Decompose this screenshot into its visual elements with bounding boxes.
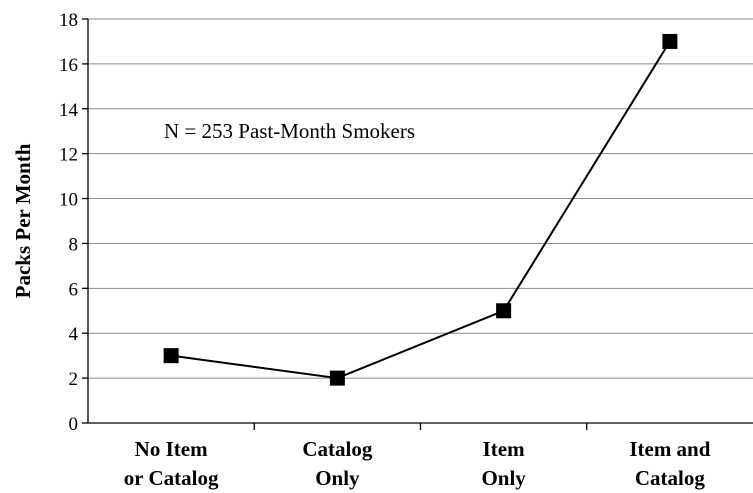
x-category-label: No Item [135,437,208,461]
y-tick-label: 10 [59,190,78,211]
sample-size-annotation: N = 253 Past-Month Smokers [164,119,415,143]
gridlines [88,18,753,379]
y-axis-title: Packs Per Month [11,143,35,298]
data-point-marker [329,370,345,386]
series-packs-per-month [163,33,678,386]
x-category-label: Catalog [635,466,705,490]
x-category-label: Item [483,437,525,461]
x-category-label: Item and [629,437,710,461]
y-tick-label: 18 [59,10,78,31]
series-line [170,40,671,380]
data-point-marker [662,33,678,49]
x-axis-ticks [253,423,588,430]
x-category-label: or Catalog [124,466,219,490]
y-tick-label: 0 [69,414,79,435]
x-category-label: Catalog [302,437,372,461]
x-category-label: Only [481,466,526,490]
y-tick-label: 8 [69,234,79,255]
data-point-marker [496,303,512,319]
y-tick-label: 2 [69,369,79,390]
x-axis-category-labels: No Item or Catalog Catalog Only Item Only Item… [124,437,711,490]
y-tick-label: 16 [59,55,78,76]
y-tick-label: 14 [59,100,79,121]
y-tick-label: 4 [69,324,79,345]
y-axis-ticks: 0 2 4 6 8 10 12 14 16 18 [59,10,88,435]
y-tick-label: 12 [59,145,78,166]
y-tick-label: 6 [69,279,79,300]
data-point-marker [163,348,179,364]
x-category-label: Only [315,466,360,490]
